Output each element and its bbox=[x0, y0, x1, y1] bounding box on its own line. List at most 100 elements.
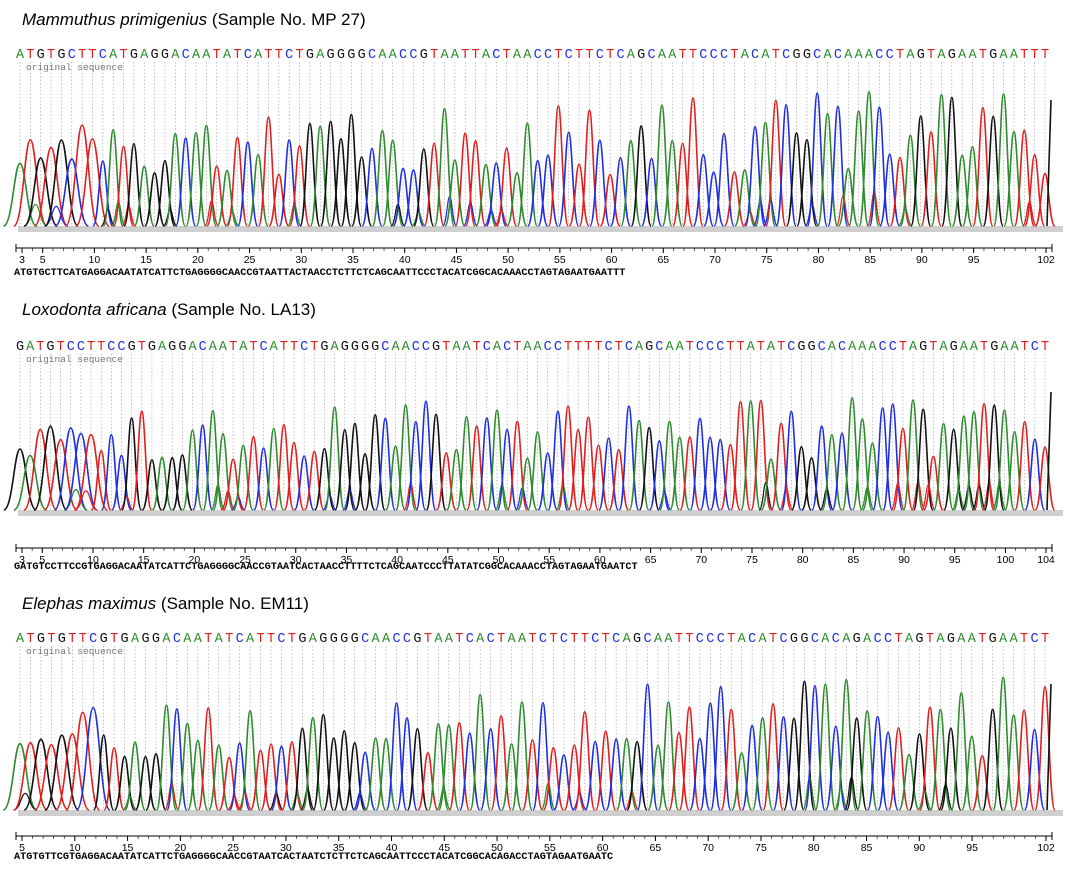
base-call-letter: T bbox=[68, 632, 76, 647]
trace-peak bbox=[185, 131, 207, 227]
base-call-letter: G bbox=[151, 48, 159, 63]
base-call-letter: T bbox=[424, 632, 432, 647]
trace-peak bbox=[521, 739, 544, 811]
base-call-letter: T bbox=[1041, 340, 1049, 355]
base-call-letter: A bbox=[858, 340, 867, 355]
trace-peak bbox=[933, 422, 954, 511]
base-call-letter: T bbox=[497, 632, 505, 647]
base-call-letter: G bbox=[161, 48, 169, 63]
trace-noise-peak bbox=[162, 209, 178, 227]
trace-peak bbox=[406, 727, 429, 811]
original-sequence-label: original sequence bbox=[26, 646, 123, 657]
trace-noise-peak bbox=[436, 787, 451, 811]
trace-peak bbox=[703, 171, 725, 227]
trace-noise-peak bbox=[742, 211, 758, 227]
base-call-letter: A bbox=[658, 48, 667, 63]
trace-peak bbox=[851, 418, 873, 511]
trace-peak bbox=[423, 142, 445, 227]
trace-peak bbox=[141, 458, 163, 511]
ruler-tick-label: 60 bbox=[606, 254, 618, 266]
base-call-letter: T bbox=[119, 48, 127, 63]
base-call-letter: C bbox=[99, 48, 107, 63]
trace-peak bbox=[557, 405, 579, 511]
base-call-letter: G bbox=[989, 632, 997, 647]
species-title: Elephas maximus (Sample No. EM11) bbox=[22, 594, 309, 614]
base-call-letter: T bbox=[288, 632, 296, 647]
base-call-letter: A bbox=[865, 48, 874, 63]
base-call-letter: A bbox=[209, 340, 218, 355]
species-scientific-name: Elephas maximus bbox=[22, 594, 157, 613]
base-call-letter: T bbox=[79, 632, 87, 647]
base-call-letter: A bbox=[909, 340, 918, 355]
ruler-tick-label: 40 bbox=[391, 554, 403, 566]
base-call-letter: A bbox=[999, 632, 1008, 647]
trace-peak bbox=[100, 433, 122, 511]
trace-peak bbox=[992, 93, 1015, 227]
ruler-tick-label: 10 bbox=[87, 554, 99, 566]
base-call-letter: C bbox=[748, 632, 756, 647]
base-call-letter: T bbox=[461, 48, 469, 63]
ruler-tick-label: 15 bbox=[122, 842, 134, 854]
base-call-letter: C bbox=[596, 48, 604, 63]
base-call-letter: G bbox=[330, 632, 338, 647]
base-call-letter: C bbox=[643, 632, 651, 647]
trace-peak bbox=[657, 701, 680, 811]
base-call-letter: A bbox=[389, 48, 398, 63]
base-call-letter: T bbox=[1020, 632, 1028, 647]
trace-peak bbox=[112, 145, 135, 227]
base-call-letter: T bbox=[980, 340, 988, 355]
base-call-letter: C bbox=[834, 48, 842, 63]
base-call-letter: G bbox=[947, 632, 955, 647]
ruler-tick-label: 55 bbox=[543, 554, 555, 566]
base-call-letter: A bbox=[1010, 632, 1019, 647]
base-call-letter: A bbox=[676, 340, 685, 355]
trace-peak bbox=[971, 754, 993, 811]
base-call-letter: T bbox=[570, 632, 578, 647]
position-ruler: 5 10 15 20 25 30 35 40 45 50 55 60 65 70 75 80 85 90 95 102 bbox=[15, 832, 1055, 854]
ruler-tick-label: 80 bbox=[808, 842, 820, 854]
base-call-letter: T bbox=[257, 632, 265, 647]
base-call-letter: A bbox=[140, 48, 149, 63]
base-call-letter: A bbox=[968, 632, 977, 647]
trace-peak bbox=[43, 438, 78, 511]
original-sequence-label: original sequence bbox=[26, 62, 123, 73]
base-call-letter: G bbox=[57, 48, 65, 63]
trace-peak bbox=[982, 115, 1004, 227]
trace-peak bbox=[270, 745, 293, 811]
base-call-letter: G bbox=[320, 340, 328, 355]
trace-noise-peak bbox=[237, 792, 253, 811]
trace-peak bbox=[741, 724, 763, 811]
trace-peak bbox=[171, 454, 193, 511]
base-call-letter: C bbox=[605, 340, 613, 355]
trace-peak bbox=[64, 124, 100, 227]
trace-peak bbox=[278, 139, 300, 227]
base-call-letter: C bbox=[875, 48, 883, 63]
base-call-letter: G bbox=[319, 632, 327, 647]
trace-noise-peak bbox=[289, 792, 305, 811]
trace-peak bbox=[448, 721, 471, 811]
trace-noise-peak bbox=[494, 209, 509, 227]
base-call-letter: A bbox=[513, 48, 522, 63]
base-call-letter: A bbox=[219, 340, 228, 355]
base-call-letter: A bbox=[1000, 340, 1009, 355]
trace-peak bbox=[374, 417, 396, 511]
ruler-tick-label: 30 bbox=[280, 842, 292, 854]
trace-peak bbox=[972, 106, 994, 227]
base-call-letter: C bbox=[706, 632, 714, 647]
base-call-letter: G bbox=[16, 340, 24, 355]
base-call-letter: T bbox=[727, 632, 735, 647]
trace-peak bbox=[351, 156, 373, 227]
base-call-letter: C bbox=[818, 340, 826, 355]
trace-peak bbox=[848, 110, 870, 227]
base-call-letter: A bbox=[202, 48, 211, 63]
trace-peak bbox=[371, 129, 393, 227]
base-call-letter: A bbox=[828, 340, 837, 355]
ruler-tick-label: 25 bbox=[239, 554, 251, 566]
trace-peak bbox=[75, 706, 111, 811]
trace-peak bbox=[679, 436, 701, 511]
base-call-letter: C bbox=[260, 340, 268, 355]
trace-peak bbox=[517, 457, 538, 511]
trace-peak bbox=[910, 115, 932, 227]
